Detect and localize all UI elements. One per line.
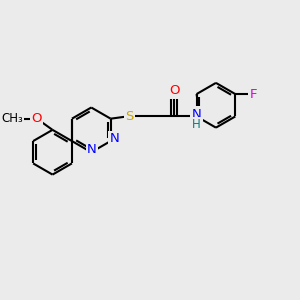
Text: CH₃: CH₃ — [2, 112, 23, 125]
Text: N: N — [192, 108, 201, 121]
Text: O: O — [32, 112, 42, 125]
Text: F: F — [250, 88, 257, 100]
Text: N: N — [110, 132, 119, 145]
Text: N: N — [87, 142, 97, 156]
Text: S: S — [125, 110, 134, 123]
Text: O: O — [169, 84, 179, 98]
Text: H: H — [192, 118, 201, 131]
